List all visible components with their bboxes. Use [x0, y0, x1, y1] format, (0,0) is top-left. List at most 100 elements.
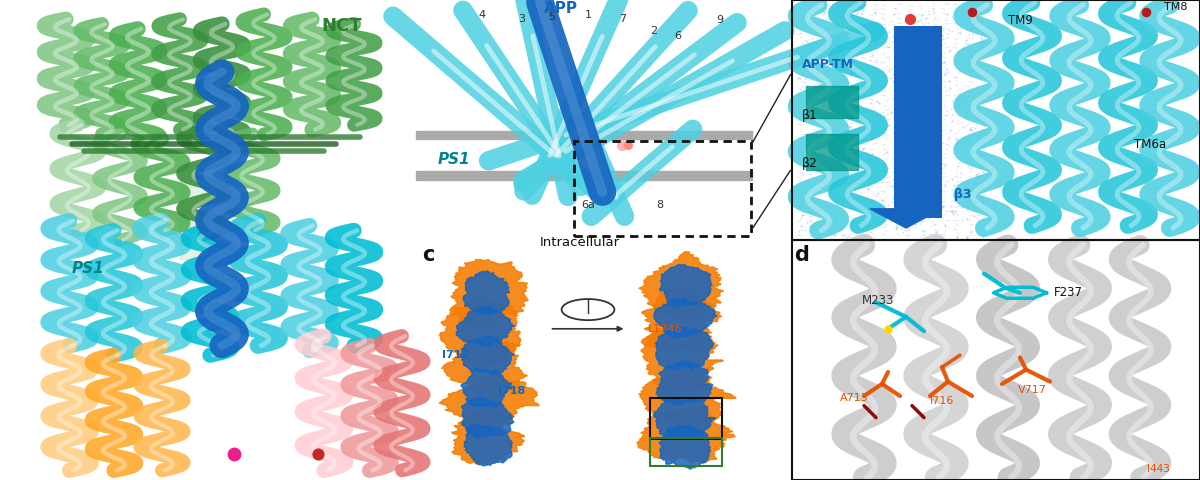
- Point: [802, 192, 821, 199]
- Point: [814, 158, 833, 166]
- Point: [956, 40, 976, 48]
- Polygon shape: [456, 306, 515, 347]
- Point: [946, 196, 965, 204]
- Point: [905, 32, 924, 40]
- Point: [961, 228, 980, 236]
- Point: [832, 79, 851, 86]
- Point: [938, 25, 958, 33]
- Point: [858, 91, 877, 99]
- Text: 2: 2: [650, 26, 658, 36]
- Point: [854, 145, 874, 153]
- Point: [913, 75, 932, 83]
- Point: [910, 171, 929, 179]
- Bar: [792, 0, 1200, 240]
- Point: [840, 35, 859, 42]
- Point: [811, 42, 830, 49]
- Point: [830, 152, 850, 159]
- Point: [956, 94, 976, 101]
- Point: [926, 220, 946, 228]
- Point: [958, 187, 977, 195]
- Point: [805, 86, 824, 94]
- Text: I712: I712: [442, 350, 469, 360]
- Point: [896, 205, 916, 213]
- Point: [886, 4, 905, 12]
- Point: [893, 218, 912, 226]
- Point: [848, 63, 868, 71]
- Point: [815, 206, 834, 214]
- Point: [901, 151, 920, 158]
- Point: [940, 48, 959, 55]
- Point: [792, 71, 811, 78]
- Point: [929, 102, 948, 109]
- Point: [840, 128, 859, 136]
- Point: [857, 153, 876, 160]
- Point: [805, 152, 824, 160]
- Point: [856, 62, 875, 70]
- Point: [922, 35, 941, 43]
- Text: PS1: PS1: [437, 152, 470, 167]
- Point: [961, 126, 980, 133]
- Point: [851, 39, 870, 47]
- Point: [892, 24, 911, 31]
- Point: [926, 124, 946, 132]
- Text: 4: 4: [479, 11, 486, 20]
- Point: [800, 112, 820, 120]
- Point: [842, 204, 862, 212]
- Point: [848, 146, 868, 154]
- Point: [817, 82, 836, 89]
- Point: [791, 85, 810, 93]
- Point: [799, 107, 818, 114]
- Point: [920, 179, 940, 187]
- Point: [958, 216, 977, 223]
- Point: [967, 170, 986, 178]
- Point: [888, 88, 907, 96]
- Point: [965, 124, 984, 132]
- Point: [938, 223, 958, 231]
- Point: [946, 204, 965, 211]
- Point: [811, 115, 830, 123]
- Polygon shape: [451, 410, 524, 464]
- Point: [856, 219, 875, 227]
- Polygon shape: [462, 396, 514, 438]
- Polygon shape: [439, 375, 539, 438]
- Point: [883, 78, 902, 86]
- Point: [868, 97, 887, 105]
- Point: [821, 54, 840, 61]
- Point: [955, 93, 974, 100]
- Point: [853, 127, 872, 134]
- Polygon shape: [655, 327, 714, 370]
- Point: [881, 74, 900, 82]
- Point: [880, 43, 899, 51]
- Point: [875, 129, 894, 137]
- Point: [848, 126, 868, 133]
- Point: [794, 157, 814, 165]
- Point: [858, 106, 877, 114]
- Point: [850, 220, 869, 228]
- Point: [818, 189, 838, 196]
- Point: [905, 72, 924, 80]
- Point: [820, 226, 839, 233]
- Point: [883, 70, 902, 77]
- Point: [846, 57, 865, 64]
- Point: [942, 175, 961, 182]
- Point: [934, 35, 953, 43]
- Point: [948, 234, 967, 241]
- Point: [930, 71, 949, 79]
- Point: [944, 181, 964, 189]
- Point: [889, 24, 908, 32]
- Point: [826, 75, 845, 83]
- Point: [830, 177, 850, 184]
- Text: APP: APP: [544, 1, 577, 16]
- Point: [920, 10, 940, 18]
- Text: β2: β2: [802, 156, 817, 170]
- Bar: [416, 0, 792, 240]
- Point: [827, 31, 846, 39]
- Point: [874, 112, 893, 120]
- Point: [888, 46, 907, 54]
- Point: [923, 83, 942, 90]
- Point: [816, 69, 835, 76]
- Point: [974, 223, 994, 230]
- Point: [851, 3, 870, 11]
- Point: [924, 172, 943, 180]
- Point: [800, 22, 820, 29]
